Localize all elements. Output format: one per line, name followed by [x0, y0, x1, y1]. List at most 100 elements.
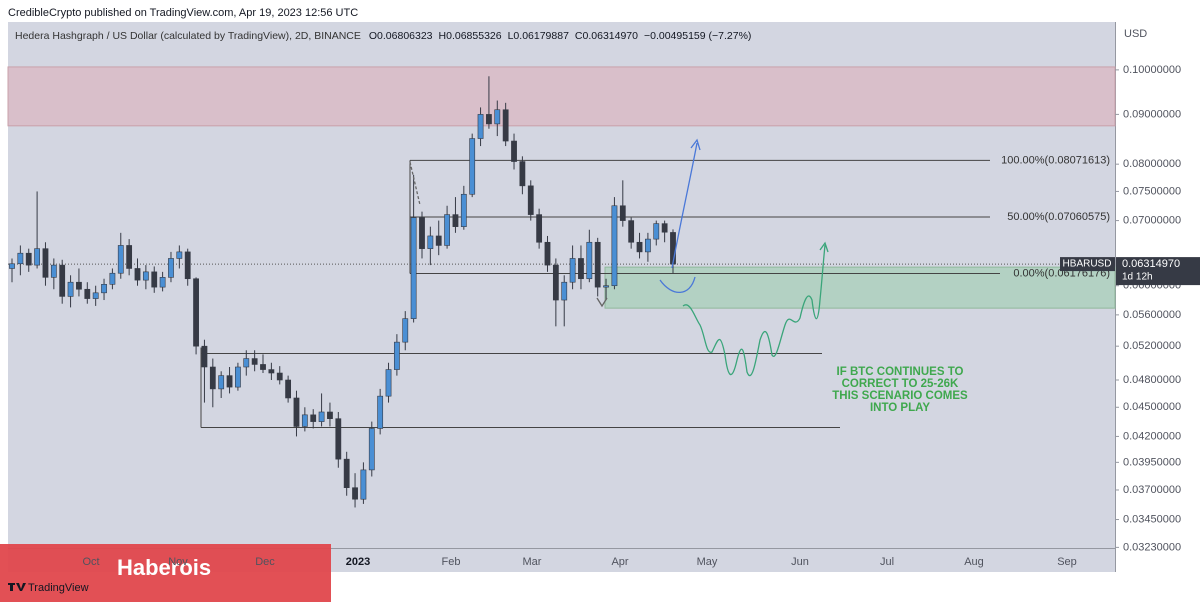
- x-tick-label: Jun: [791, 556, 809, 568]
- candle-body: [109, 272, 116, 285]
- y-tick-label: 0.07000000: [1123, 214, 1181, 226]
- annotation-line: INTO PLAY: [870, 402, 930, 414]
- candle-body: [9, 263, 15, 269]
- candle-body: [34, 248, 40, 266]
- fib-label: 50.00%(0.07060575): [1007, 211, 1110, 223]
- candle-body: [76, 281, 82, 290]
- candle-body: [578, 258, 584, 280]
- annotation-line: CORRECT TO 25-26K: [842, 378, 959, 390]
- curve: [659, 276, 696, 294]
- candle-body: [628, 220, 635, 243]
- candle-body: [226, 375, 233, 388]
- annotation-line: IF BTC CONTINUES TO: [837, 366, 964, 378]
- x-tick-label: Mar: [523, 556, 542, 568]
- publisher: CredibleCrypto published on TradingView.…: [8, 7, 358, 19]
- candle-body: [176, 251, 183, 259]
- candle-body: [410, 217, 417, 319]
- legend-item: L0.06179887: [508, 30, 569, 42]
- candle-body: [519, 161, 526, 187]
- candle-body: [134, 268, 141, 281]
- candle-body: [310, 414, 317, 422]
- candle-body: [402, 318, 409, 343]
- candle-body: [619, 205, 626, 221]
- candle-body: [168, 258, 174, 278]
- fib-diagonal: [409, 161, 421, 206]
- drawings: [409, 138, 829, 376]
- candle-body: [59, 264, 66, 297]
- axis-label: USD: [1124, 28, 1147, 40]
- overlay-box: [0, 544, 331, 602]
- x-tick-label: May: [697, 556, 718, 568]
- x-tick-label: Sep: [1057, 556, 1077, 568]
- candle-body: [285, 379, 292, 399]
- candle-body: [561, 281, 568, 301]
- candle-body: [460, 193, 467, 227]
- candle-body: [184, 251, 191, 280]
- candle-body: [17, 252, 24, 265]
- arrowhead: [819, 241, 829, 253]
- candle-body: [527, 185, 534, 215]
- candle-body: [486, 114, 492, 125]
- candle-body: [368, 428, 375, 471]
- y-tick-label: 0.05200000: [1123, 340, 1181, 352]
- x-tick-label: Feb: [442, 556, 461, 568]
- candle-body: [327, 411, 333, 419]
- y-tick-label: 0.03230000: [1123, 541, 1181, 553]
- y-tick-label: 0.09000000: [1123, 108, 1181, 120]
- x-tick-label: 2023: [346, 556, 370, 568]
- candle-body: [552, 264, 559, 301]
- candle-body: [318, 411, 325, 422]
- candle-body: [260, 364, 266, 370]
- candle-body: [444, 214, 450, 246]
- symbol: HBARUSD: [1063, 259, 1112, 270]
- candle-body: [126, 245, 133, 269]
- y-tick-label: 0.04500000: [1123, 401, 1181, 413]
- y-tick-label: 0.08000000: [1123, 158, 1181, 170]
- y-tick-label: 0.04200000: [1123, 430, 1181, 442]
- candle-body: [101, 284, 107, 294]
- candle-body: [209, 366, 216, 390]
- x-tick-label: Oct: [82, 556, 99, 568]
- candle-body: [293, 397, 300, 427]
- candle-body: [427, 235, 434, 249]
- plot: 100.00%(0.08071613)50.00%(0.07060575)0.0…: [7, 66, 1116, 508]
- scenario-path: [682, 244, 826, 376]
- x-tick-label: Nov: [168, 556, 188, 568]
- symbol-chip: [1060, 257, 1115, 272]
- candle-body: [469, 138, 476, 195]
- candle-body: [301, 414, 308, 427]
- legend-item: O0.06806323: [369, 30, 433, 42]
- y-tick-label: 0.03950000: [1123, 456, 1181, 468]
- y-tick-label: 0.10000000: [1123, 64, 1181, 76]
- candle-body: [569, 258, 576, 283]
- y-tick-label: 0.03700000: [1123, 484, 1181, 496]
- x-tick-label: Aug: [964, 556, 984, 568]
- candle-body: [268, 369, 275, 374]
- candle-body: [594, 241, 601, 288]
- candle-body: [201, 345, 208, 368]
- candle-body: [511, 140, 517, 162]
- candle-body: [193, 278, 199, 347]
- candle-body: [377, 395, 384, 429]
- candle-body: [603, 285, 609, 288]
- candle-body: [435, 235, 442, 246]
- candle-body: [494, 109, 501, 125]
- legend-item: −0.00495159 (−7.27%): [644, 30, 751, 42]
- x-tick-label: Jul: [880, 556, 894, 568]
- candle-body: [84, 288, 91, 299]
- candle-body: [611, 205, 618, 287]
- candle-body: [276, 372, 283, 381]
- logo: [8, 583, 26, 591]
- candle-body: [251, 358, 258, 365]
- candle-body: [536, 214, 543, 243]
- candle-body: [92, 292, 99, 299]
- candle-body: [419, 217, 425, 249]
- candle-body: [352, 487, 358, 500]
- candle-body: [50, 264, 57, 278]
- candle-body: [360, 469, 367, 500]
- candle-body: [385, 369, 392, 397]
- countdown: 1d 12h: [1122, 272, 1153, 283]
- candle-body: [25, 252, 32, 266]
- legend-item: H0.06855326: [439, 30, 502, 42]
